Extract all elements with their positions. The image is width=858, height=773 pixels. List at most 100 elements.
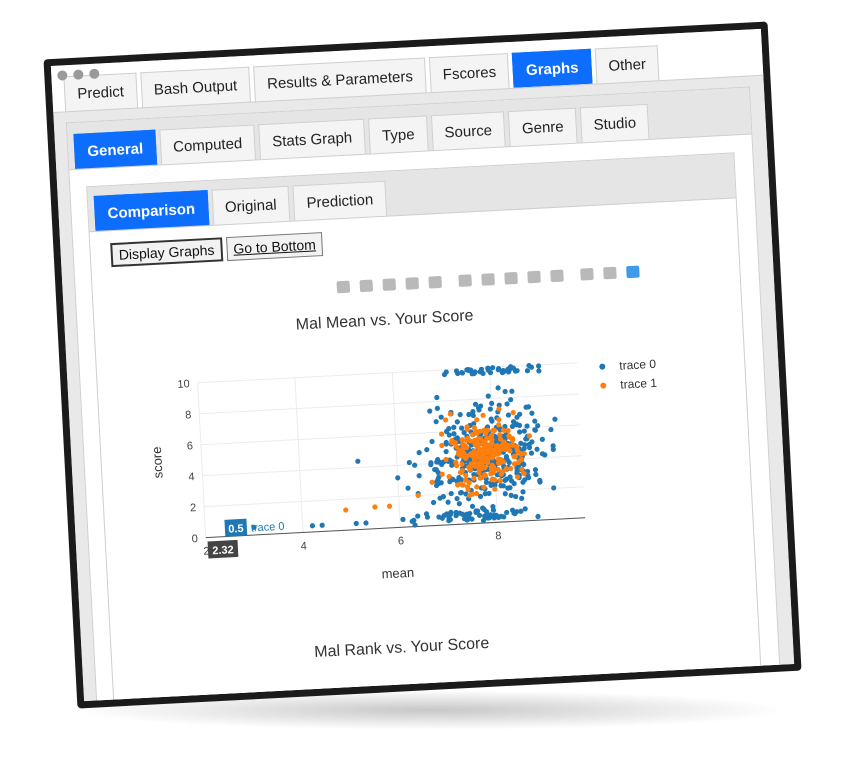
trace-1-point[interactable] bbox=[496, 456, 502, 462]
trace-0-point[interactable] bbox=[488, 416, 494, 422]
trace-0-point[interactable] bbox=[539, 451, 546, 457]
trace-0-point[interactable] bbox=[434, 405, 440, 411]
trace-1-point[interactable] bbox=[493, 443, 499, 449]
trace-0-point[interactable] bbox=[506, 369, 512, 375]
trace-1-point[interactable] bbox=[518, 457, 524, 463]
zoom-in-icon[interactable] bbox=[458, 274, 472, 287]
trace-0-point[interactable] bbox=[502, 477, 508, 483]
trace-0-point[interactable] bbox=[412, 462, 418, 468]
trace-0-point[interactable] bbox=[405, 485, 411, 491]
trace-0-point[interactable] bbox=[477, 369, 483, 375]
trace-1-point[interactable] bbox=[480, 412, 486, 418]
trace-0-point[interactable] bbox=[461, 430, 467, 436]
trace-0-point[interactable] bbox=[512, 511, 518, 517]
trace-0-point[interactable] bbox=[453, 513, 459, 519]
trace-1-point[interactable] bbox=[459, 437, 465, 443]
trace-1-point[interactable] bbox=[372, 504, 378, 510]
trace-1-point[interactable] bbox=[518, 451, 524, 457]
trace-0-point[interactable] bbox=[521, 428, 527, 434]
trace-1-point[interactable] bbox=[439, 471, 445, 477]
trace-1-point[interactable] bbox=[519, 466, 525, 472]
trace-0-point[interactable] bbox=[435, 469, 441, 476]
trace-0-point[interactable] bbox=[517, 411, 523, 417]
trace-1-point[interactable] bbox=[474, 441, 480, 447]
trace-1-point[interactable] bbox=[443, 417, 449, 423]
trace-0-point[interactable] bbox=[433, 482, 440, 489]
trace-0-point[interactable] bbox=[468, 367, 474, 373]
trace-1-point[interactable] bbox=[481, 484, 487, 490]
trace-0-point[interactable] bbox=[487, 370, 494, 376]
trace-0-point[interactable] bbox=[451, 424, 457, 430]
trace-1-point[interactable] bbox=[509, 442, 516, 448]
trace-0-point[interactable] bbox=[486, 490, 492, 497]
trace-0-point[interactable] bbox=[457, 412, 463, 418]
trace-1-point[interactable] bbox=[455, 482, 461, 488]
trace-0-point[interactable] bbox=[493, 512, 499, 518]
trace-0-point[interactable] bbox=[535, 513, 541, 520]
tab-original[interactable]: Original bbox=[211, 185, 291, 225]
trace-1-point[interactable] bbox=[526, 433, 532, 439]
trace-0-point[interactable] bbox=[509, 478, 515, 484]
tab-source[interactable]: Source bbox=[430, 111, 506, 151]
trace-0-point[interactable] bbox=[470, 409, 476, 415]
trace-1-point[interactable] bbox=[474, 417, 480, 423]
trace-1-point[interactable] bbox=[483, 435, 490, 442]
trace-1-point[interactable] bbox=[488, 466, 495, 472]
trace-0-point[interactable] bbox=[496, 402, 502, 408]
trace-0-point[interactable] bbox=[486, 515, 492, 521]
trace-0-point[interactable] bbox=[493, 437, 499, 443]
trace-1-point[interactable] bbox=[476, 464, 482, 470]
trace-1-point[interactable] bbox=[459, 461, 465, 467]
tab-general[interactable]: General bbox=[73, 129, 158, 169]
trace-1-point[interactable] bbox=[477, 475, 483, 481]
tab-fscores[interactable]: Fscores bbox=[428, 53, 510, 93]
autoscale-icon[interactable] bbox=[504, 272, 518, 285]
trace-0-point[interactable] bbox=[438, 414, 444, 420]
trace-0-point[interactable] bbox=[521, 461, 527, 468]
trace-0-point[interactable] bbox=[502, 491, 508, 497]
trace-0-point[interactable] bbox=[469, 503, 476, 509]
trace-1-point[interactable] bbox=[483, 428, 489, 434]
trace-0-point[interactable] bbox=[416, 450, 422, 456]
trace-1-point[interactable] bbox=[439, 442, 445, 449]
trace-1-point[interactable] bbox=[521, 471, 527, 477]
trace-1-point[interactable] bbox=[471, 424, 477, 431]
trace-1-point[interactable] bbox=[497, 436, 504, 442]
trace-1-point[interactable] bbox=[461, 442, 467, 448]
trace-0-point[interactable] bbox=[504, 401, 510, 407]
trace-1-point[interactable] bbox=[446, 473, 452, 480]
tab-stats-graph[interactable]: Stats Graph bbox=[258, 118, 367, 160]
tab-type[interactable]: Type bbox=[368, 115, 429, 154]
trace-0-point[interactable] bbox=[507, 474, 513, 480]
trace-0-point[interactable] bbox=[459, 425, 465, 431]
trace-0-point[interactable] bbox=[453, 368, 460, 374]
trace-0-point[interactable] bbox=[537, 479, 543, 485]
trace-0-point[interactable] bbox=[449, 462, 455, 468]
trace-0-point[interactable] bbox=[476, 407, 482, 413]
trace-0-point[interactable] bbox=[476, 512, 483, 519]
trace-0-point[interactable] bbox=[535, 423, 541, 429]
trace-1-point[interactable] bbox=[503, 466, 509, 472]
trace-0-point[interactable] bbox=[495, 385, 501, 391]
trace-0-point[interactable] bbox=[510, 365, 517, 371]
trace-0-point[interactable] bbox=[504, 509, 510, 516]
trace-1-point[interactable] bbox=[468, 451, 474, 457]
trace-0-point[interactable] bbox=[489, 400, 495, 406]
trace-0-point[interactable] bbox=[319, 522, 325, 528]
trace-0-point[interactable] bbox=[436, 474, 442, 480]
trace-0-point[interactable] bbox=[539, 436, 545, 442]
trace-0-point[interactable] bbox=[472, 401, 479, 407]
trace-0-point[interactable] bbox=[505, 412, 512, 418]
tab-prediction[interactable]: Prediction bbox=[292, 180, 388, 221]
trace-0-point[interactable] bbox=[503, 454, 510, 460]
trace-0-point[interactable] bbox=[513, 493, 519, 500]
box-select-icon[interactable] bbox=[405, 277, 419, 290]
trace-1-point[interactable] bbox=[507, 434, 513, 441]
trace-1-point[interactable] bbox=[473, 429, 479, 435]
trace-1-point[interactable] bbox=[464, 424, 470, 430]
trace-0-point[interactable] bbox=[447, 479, 453, 485]
trace-0-point[interactable] bbox=[400, 516, 406, 523]
trace-0-point[interactable] bbox=[518, 440, 524, 446]
trace-1-point[interactable] bbox=[492, 486, 498, 492]
tab-other[interactable]: Other bbox=[594, 45, 660, 84]
